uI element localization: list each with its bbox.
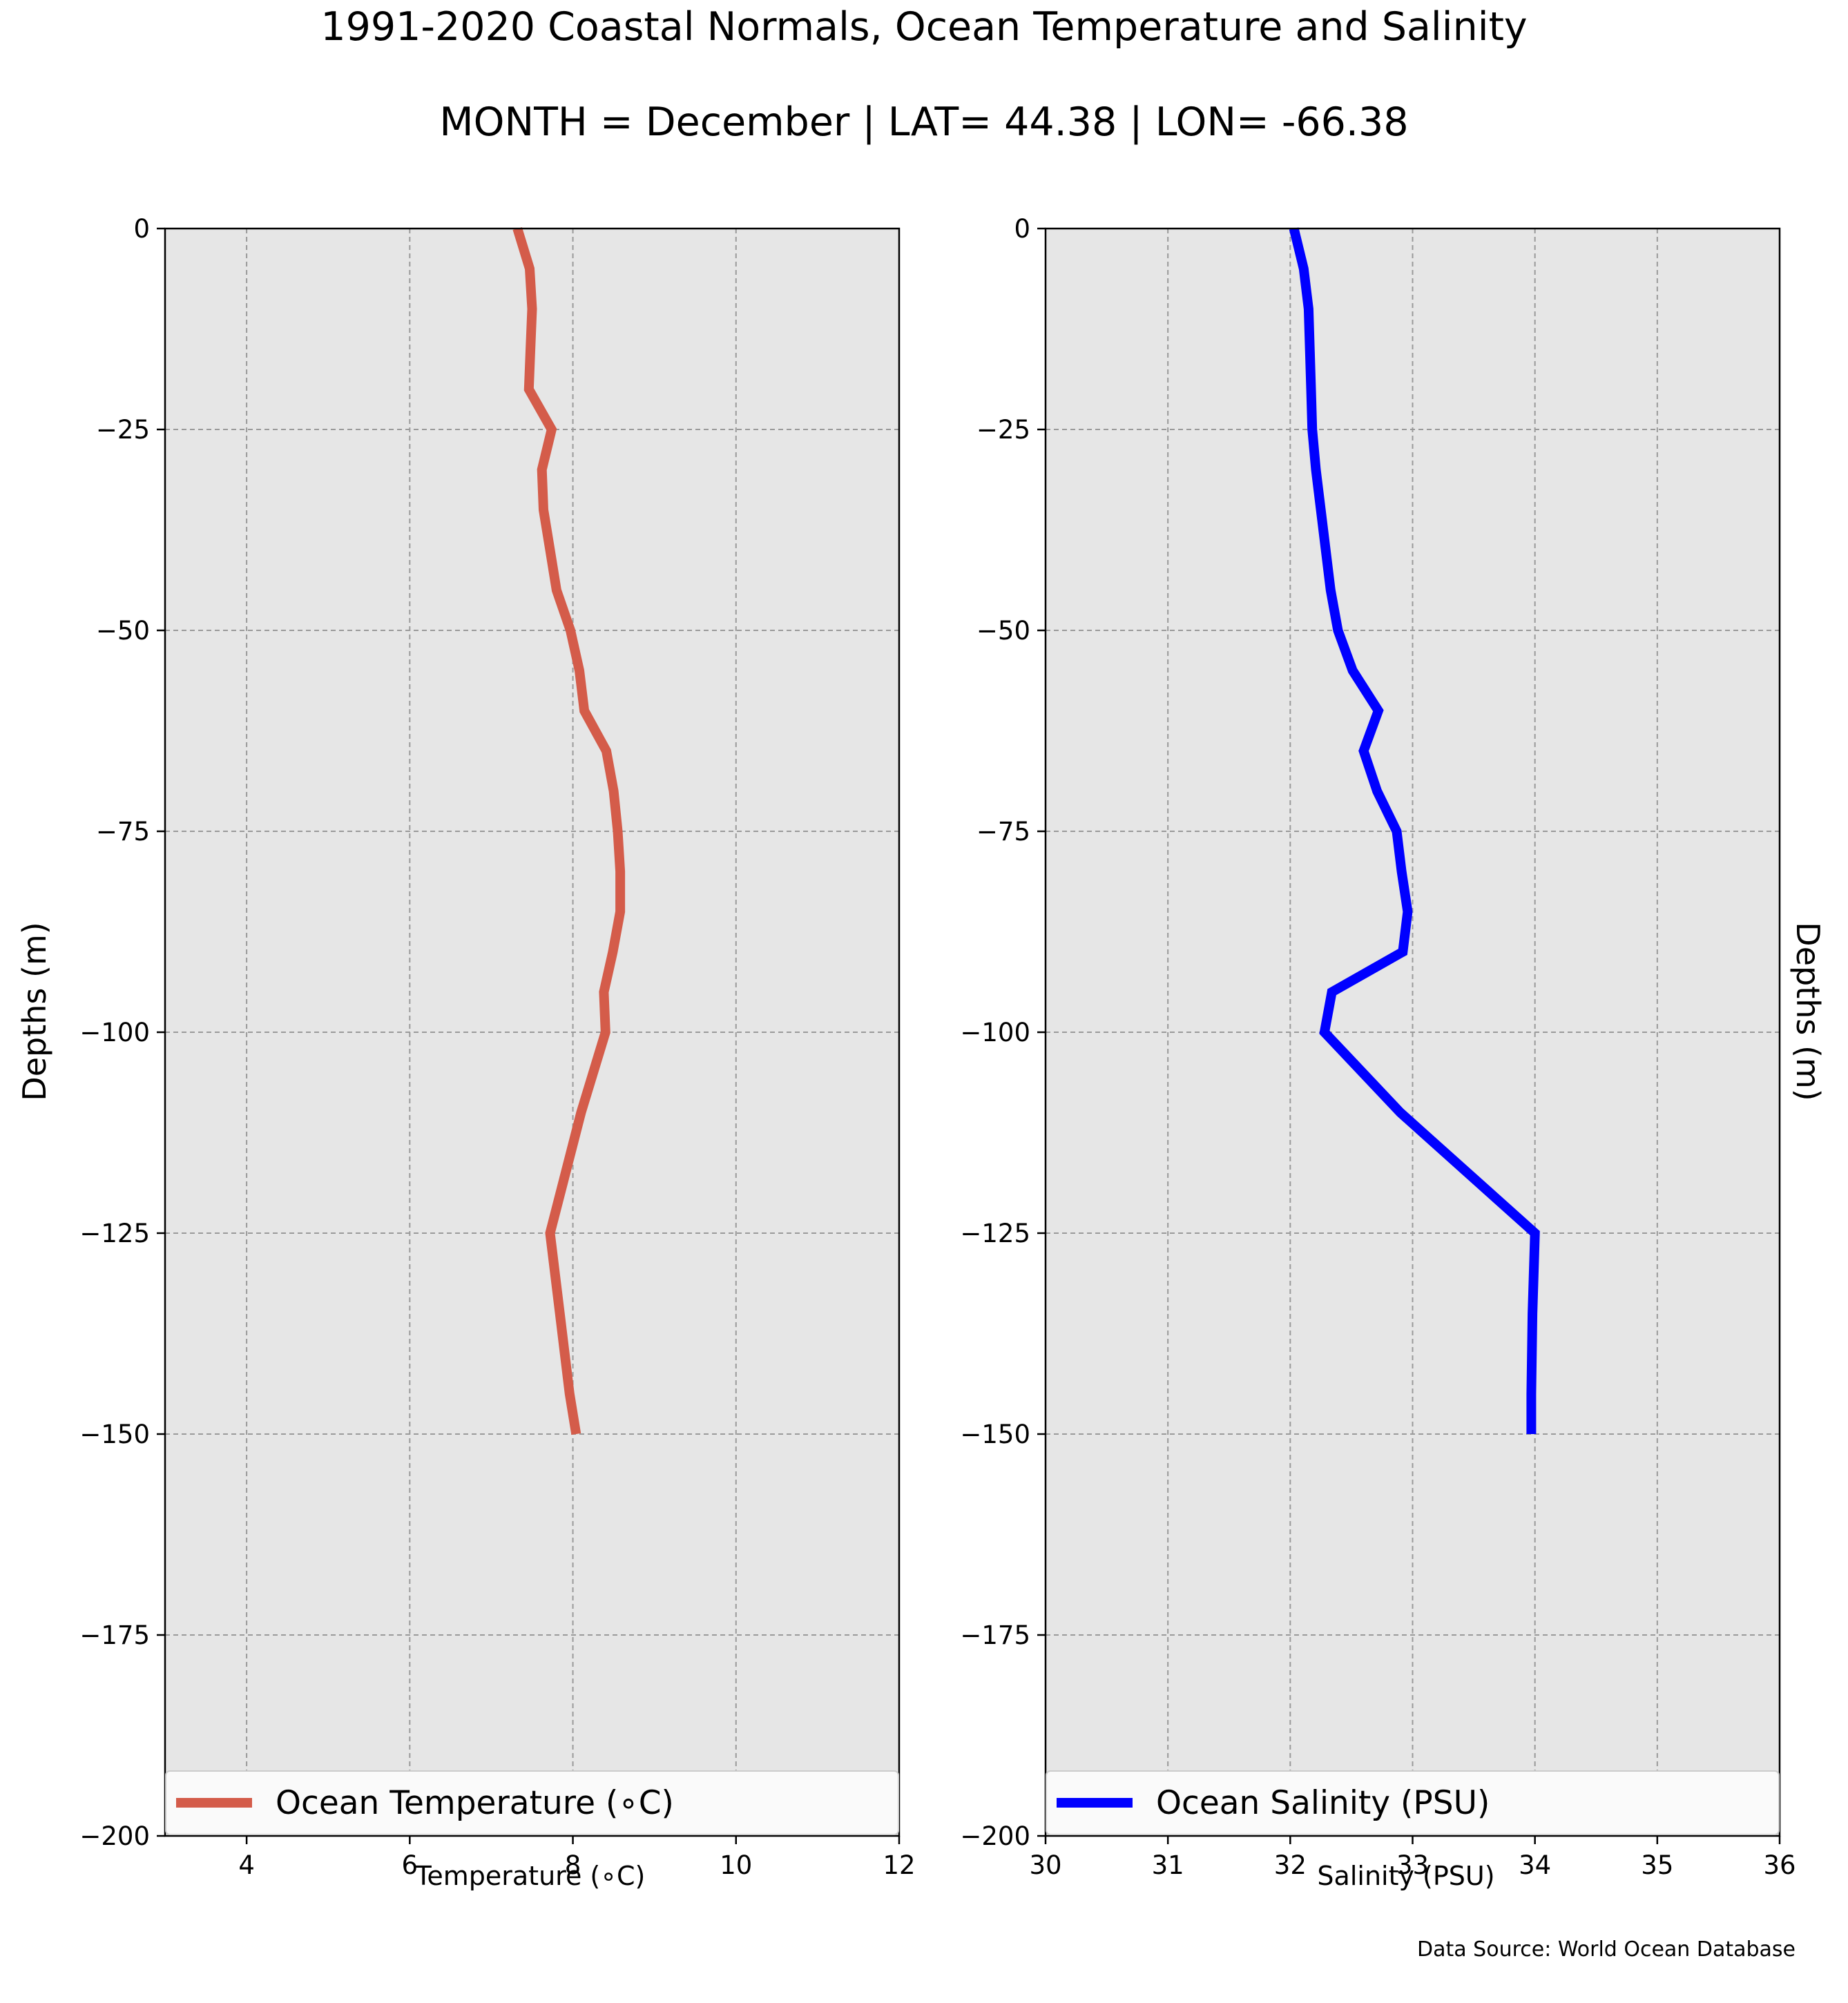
salinity-y-tick-label: −125 bbox=[960, 1219, 1030, 1248]
salinity-legend-box bbox=[1046, 1770, 1780, 1835]
temperature-y-tick-label: −175 bbox=[79, 1620, 150, 1650]
salinity-y-tick-label: −100 bbox=[960, 1018, 1030, 1047]
salinity-y-tick-label: −200 bbox=[960, 1821, 1030, 1851]
data-source-note: Data Source: World Ocean Database bbox=[1417, 1937, 1796, 1962]
salinity-profile-line bbox=[1289, 227, 1540, 1434]
temperature-x-tick-label: 8 bbox=[565, 1850, 581, 1880]
right-x-axis-label: Salinity (PSU) bbox=[1317, 1861, 1494, 1891]
temperature-profile-line bbox=[512, 226, 626, 1435]
temperature-y-tick-label: −25 bbox=[96, 415, 150, 445]
temperature-y-tick-label: −75 bbox=[96, 817, 150, 846]
chart-subtitle: MONTH = December | LAT= 44.38 | LON= -66… bbox=[439, 99, 1408, 145]
salinity-y-tick-label: 0 bbox=[1014, 214, 1030, 244]
chart-title: 1991-2020 Coastal Normals, Ocean Tempera… bbox=[320, 4, 1527, 50]
temperature-panel: 4 6 8 10 12 0 −25 −50 −75 −100 −125 −150 −175 −200 Oce… bbox=[79, 214, 915, 1880]
temperature-legend: Ocean Temperature (∘C) bbox=[165, 1770, 899, 1835]
left-y-axis-label: Depths (m) bbox=[16, 922, 53, 1101]
left-x-axis-label: Temperature (∘C) bbox=[415, 1861, 646, 1891]
temperature-legend-box bbox=[165, 1770, 899, 1835]
salinity-panel: 30 31 32 33 34 35 36 0 −25 −50 −75 −100 −125 −150 −175… bbox=[960, 214, 1796, 1880]
salinity-legend: Ocean Salinity (PSU) bbox=[1046, 1770, 1780, 1835]
temperature-legend-label: Ocean Temperature (∘C) bbox=[276, 1784, 674, 1822]
temperature-x-tick-label: 4 bbox=[238, 1850, 255, 1880]
salinity-x-tick-label: 36 bbox=[1763, 1850, 1796, 1880]
salinity-x-tick-label: 32 bbox=[1274, 1850, 1307, 1880]
salinity-x-tick-label: 35 bbox=[1641, 1850, 1673, 1880]
salinity-x-tick-label: 34 bbox=[1519, 1850, 1551, 1880]
salinity-y-tick-label: −175 bbox=[960, 1620, 1030, 1650]
temperature-y-tick-label: −50 bbox=[96, 616, 150, 646]
temperature-y-tick-label: −100 bbox=[79, 1018, 150, 1047]
temperature-x-tick-label: 12 bbox=[883, 1850, 915, 1880]
temperature-y-tick-label: −125 bbox=[79, 1219, 150, 1248]
salinity-y-tick-label: −50 bbox=[976, 616, 1030, 646]
right-y-axis-label: Depths (m) bbox=[1789, 922, 1827, 1101]
temperature-x-tick-label: 10 bbox=[720, 1850, 752, 1880]
salinity-x-tick-label: 33 bbox=[1396, 1850, 1429, 1880]
salinity-y-tick-label: −150 bbox=[960, 1420, 1030, 1449]
temperature-y-tick-label: −150 bbox=[79, 1420, 150, 1449]
temperature-x-tick-label: 6 bbox=[402, 1850, 418, 1880]
temperature-y-tick-label: 0 bbox=[133, 214, 150, 244]
salinity-y-tick-label: −75 bbox=[976, 817, 1030, 846]
temperature-y-tick-label: −200 bbox=[79, 1821, 150, 1851]
salinity-y-tick-label: −25 bbox=[976, 415, 1030, 445]
salinity-x-tick-label: 31 bbox=[1152, 1850, 1184, 1880]
salinity-x-tick-label: 30 bbox=[1029, 1850, 1061, 1880]
salinity-legend-label: Ocean Salinity (PSU) bbox=[1156, 1784, 1490, 1822]
